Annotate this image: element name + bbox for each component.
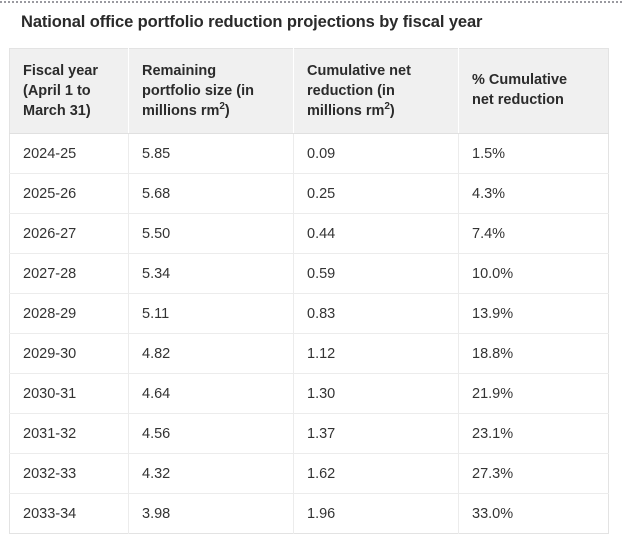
- table-row: 2032-33 4.32 1.62 27.3%: [9, 453, 609, 494]
- table-row: 2033-34 3.98 1.96 33.0%: [9, 493, 609, 534]
- header-line: reduction (in: [307, 83, 395, 99]
- column-header-cumulative-net-reduction: Cumulative net reduction (in millions rm…: [293, 48, 459, 134]
- cell-percent: 18.8%: [458, 333, 609, 374]
- table-row: 2030-31 4.64 1.30 21.9%: [9, 373, 609, 414]
- header-line: millions rm: [142, 103, 220, 119]
- cell-cumulative: 1.37: [293, 413, 459, 454]
- cell-cumulative: 1.96: [293, 493, 459, 534]
- header-line: (April 1 to: [23, 83, 91, 99]
- cell-percent: 4.3%: [458, 173, 609, 214]
- cell-percent: 7.4%: [458, 213, 609, 254]
- column-header-fiscal-year: Fiscal year (April 1 to March 31): [9, 48, 129, 134]
- cell-percent: 10.0%: [458, 253, 609, 294]
- cell-fiscal-year: 2029-30: [9, 333, 129, 374]
- header-line: net reduction: [472, 92, 564, 108]
- table-row: 2026-27 5.50 0.44 7.4%: [9, 213, 609, 254]
- header-line: ): [389, 103, 395, 119]
- cell-remaining: 4.32: [128, 453, 294, 494]
- table-row: 2029-30 4.82 1.12 18.8%: [9, 333, 609, 374]
- cell-cumulative: 1.30: [293, 373, 459, 414]
- cell-cumulative: 0.59: [293, 253, 459, 294]
- cell-percent: 33.0%: [458, 493, 609, 534]
- table-row: 2028-29 5.11 0.83 13.9%: [9, 293, 609, 334]
- cell-percent: 23.1%: [458, 413, 609, 454]
- superscript-two: 2: [219, 101, 225, 113]
- cell-fiscal-year: 2025-26: [9, 173, 129, 214]
- header-line: millions rm: [307, 103, 385, 119]
- cell-cumulative: 0.25: [293, 173, 459, 214]
- column-header-remaining-portfolio-size: Remaining portfolio size (in millions rm…: [128, 48, 294, 134]
- cell-cumulative: 0.09: [293, 133, 459, 174]
- table-header: Fiscal year (April 1 to March 31) Remain…: [9, 48, 609, 134]
- cell-percent: 21.9%: [458, 373, 609, 414]
- table-container: Fiscal year (April 1 to March 31) Remain…: [9, 48, 609, 534]
- cell-fiscal-year: 2028-29: [9, 293, 129, 334]
- header-line: ): [224, 103, 230, 119]
- table-header-row: Fiscal year (April 1 to March 31) Remain…: [9, 48, 609, 134]
- cell-remaining: 5.50: [128, 213, 294, 254]
- cell-fiscal-year: 2026-27: [9, 213, 129, 254]
- page-title: National office portfolio reduction proj…: [21, 13, 483, 31]
- header-line: Remaining: [142, 63, 217, 79]
- table-row: 2027-28 5.34 0.59 10.0%: [9, 253, 609, 294]
- superscript-two: 2: [384, 101, 390, 113]
- cell-cumulative: 0.83: [293, 293, 459, 334]
- cell-fiscal-year: 2027-28: [9, 253, 129, 294]
- cell-fiscal-year: 2024-25: [9, 133, 129, 174]
- cell-cumulative: 0.44: [293, 213, 459, 254]
- table-row: 2031-32 4.56 1.37 23.1%: [9, 413, 609, 454]
- cell-remaining: 4.56: [128, 413, 294, 454]
- cell-percent: 13.9%: [458, 293, 609, 334]
- table-body: 2024-25 5.85 0.09 1.5% 2025-26 5.68 0.25…: [9, 133, 609, 534]
- cell-remaining: 5.68: [128, 173, 294, 214]
- table-row: 2024-25 5.85 0.09 1.5%: [9, 133, 609, 174]
- cell-remaining: 4.64: [128, 373, 294, 414]
- cell-percent: 1.5%: [458, 133, 609, 174]
- cell-cumulative: 1.12: [293, 333, 459, 374]
- cell-fiscal-year: 2031-32: [9, 413, 129, 454]
- header-line: March 31): [23, 103, 91, 119]
- cell-remaining: 3.98: [128, 493, 294, 534]
- cell-fiscal-year: 2033-34: [9, 493, 129, 534]
- top-divider-rule: [0, 1, 624, 3]
- cell-fiscal-year: 2030-31: [9, 373, 129, 414]
- column-header-percent-cumulative-net-reduction: % Cumulative net reduction: [458, 48, 609, 134]
- cell-remaining: 5.34: [128, 253, 294, 294]
- header-line: portfolio size (in: [142, 83, 254, 99]
- portfolio-reduction-table: Fiscal year (April 1 to March 31) Remain…: [9, 48, 609, 534]
- table-row: 2025-26 5.68 0.25 4.3%: [9, 173, 609, 214]
- cell-remaining: 5.11: [128, 293, 294, 334]
- cell-cumulative: 1.62: [293, 453, 459, 494]
- cell-remaining: 5.85: [128, 133, 294, 174]
- header-line: Fiscal year: [23, 63, 98, 79]
- header-line: % Cumulative: [472, 72, 568, 88]
- cell-fiscal-year: 2032-33: [9, 453, 129, 494]
- cell-remaining: 4.82: [128, 333, 294, 374]
- header-line: Cumulative net: [307, 63, 411, 79]
- cell-percent: 27.3%: [458, 453, 609, 494]
